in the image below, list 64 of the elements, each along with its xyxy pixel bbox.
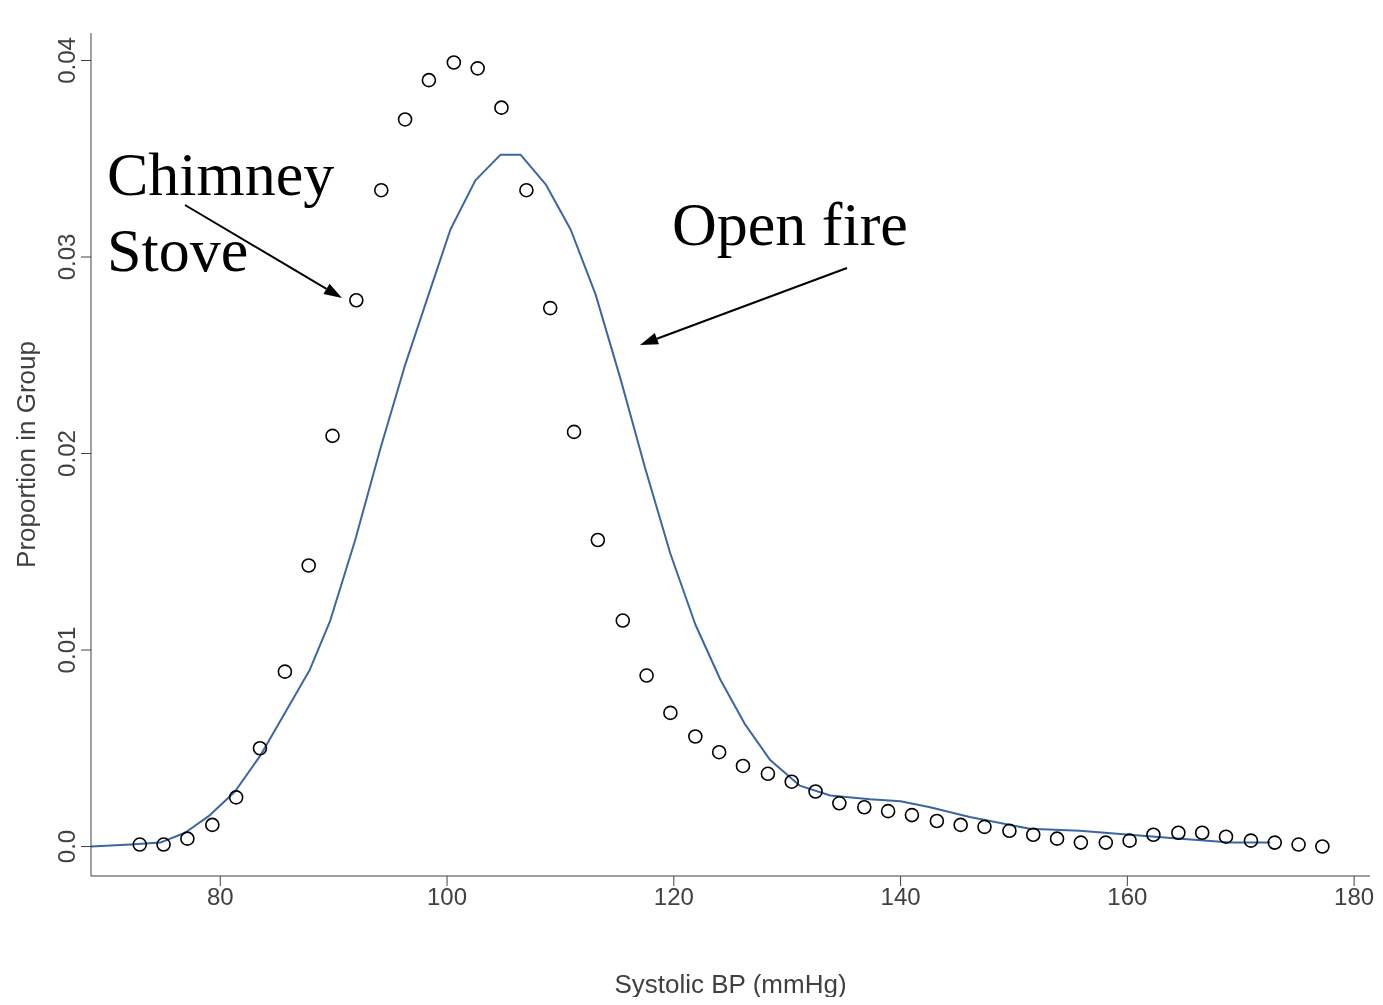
point — [252, 740, 268, 756]
point — [1315, 839, 1330, 854]
point — [1146, 827, 1161, 843]
x-tick-label: 160 — [1107, 883, 1148, 911]
annotation: Chimney Stove — [107, 140, 335, 284]
annotation: Open fire — [672, 190, 908, 258]
point — [1194, 825, 1210, 841]
point — [857, 799, 872, 815]
point — [711, 744, 727, 760]
point — [446, 55, 462, 70]
point — [1267, 835, 1283, 850]
x-tick-label: 180 — [1334, 883, 1375, 911]
point — [1073, 835, 1089, 850]
point — [325, 428, 340, 444]
y-tick-label: 0.01 — [53, 626, 80, 674]
point — [663, 705, 678, 721]
point — [688, 729, 703, 744]
point — [1025, 827, 1041, 843]
point — [519, 182, 534, 198]
y-tick-label: 0.02 — [53, 430, 80, 477]
point — [132, 837, 148, 852]
point — [735, 758, 751, 774]
x-tick-label: 120 — [653, 883, 694, 911]
y-tick-label: 0.0 — [53, 829, 80, 864]
point — [542, 300, 558, 316]
point — [590, 532, 606, 548]
point — [977, 819, 992, 835]
x-tick-label: 80 — [206, 883, 234, 911]
point — [566, 424, 582, 440]
point — [615, 613, 631, 628]
point — [1098, 835, 1114, 850]
point — [494, 100, 509, 115]
point — [421, 72, 437, 88]
point — [397, 112, 413, 127]
point — [808, 784, 823, 799]
point — [205, 817, 220, 833]
point — [953, 817, 968, 833]
y-axis-title: Proportion in Group — [11, 341, 42, 568]
point — [349, 292, 364, 308]
y-tick-label: 0.03 — [53, 233, 80, 281]
point — [784, 774, 800, 789]
x-tick-label: 100 — [427, 883, 468, 911]
point — [1002, 823, 1017, 839]
point — [470, 61, 485, 76]
point — [929, 813, 945, 829]
point — [1049, 831, 1065, 846]
point — [1243, 833, 1259, 848]
point — [1171, 825, 1186, 841]
point — [880, 803, 896, 819]
point — [301, 558, 316, 573]
y-tick-label: 0.04 — [53, 37, 80, 84]
point — [373, 182, 389, 198]
point — [1291, 837, 1306, 852]
point — [1122, 833, 1137, 848]
point — [832, 795, 847, 811]
point — [180, 831, 195, 846]
point — [760, 766, 776, 782]
point — [1218, 829, 1234, 844]
point — [228, 790, 244, 805]
point — [904, 807, 920, 823]
x-tick-label: 140 — [880, 883, 921, 911]
point — [156, 837, 171, 852]
point — [277, 664, 293, 679]
point — [639, 668, 654, 683]
